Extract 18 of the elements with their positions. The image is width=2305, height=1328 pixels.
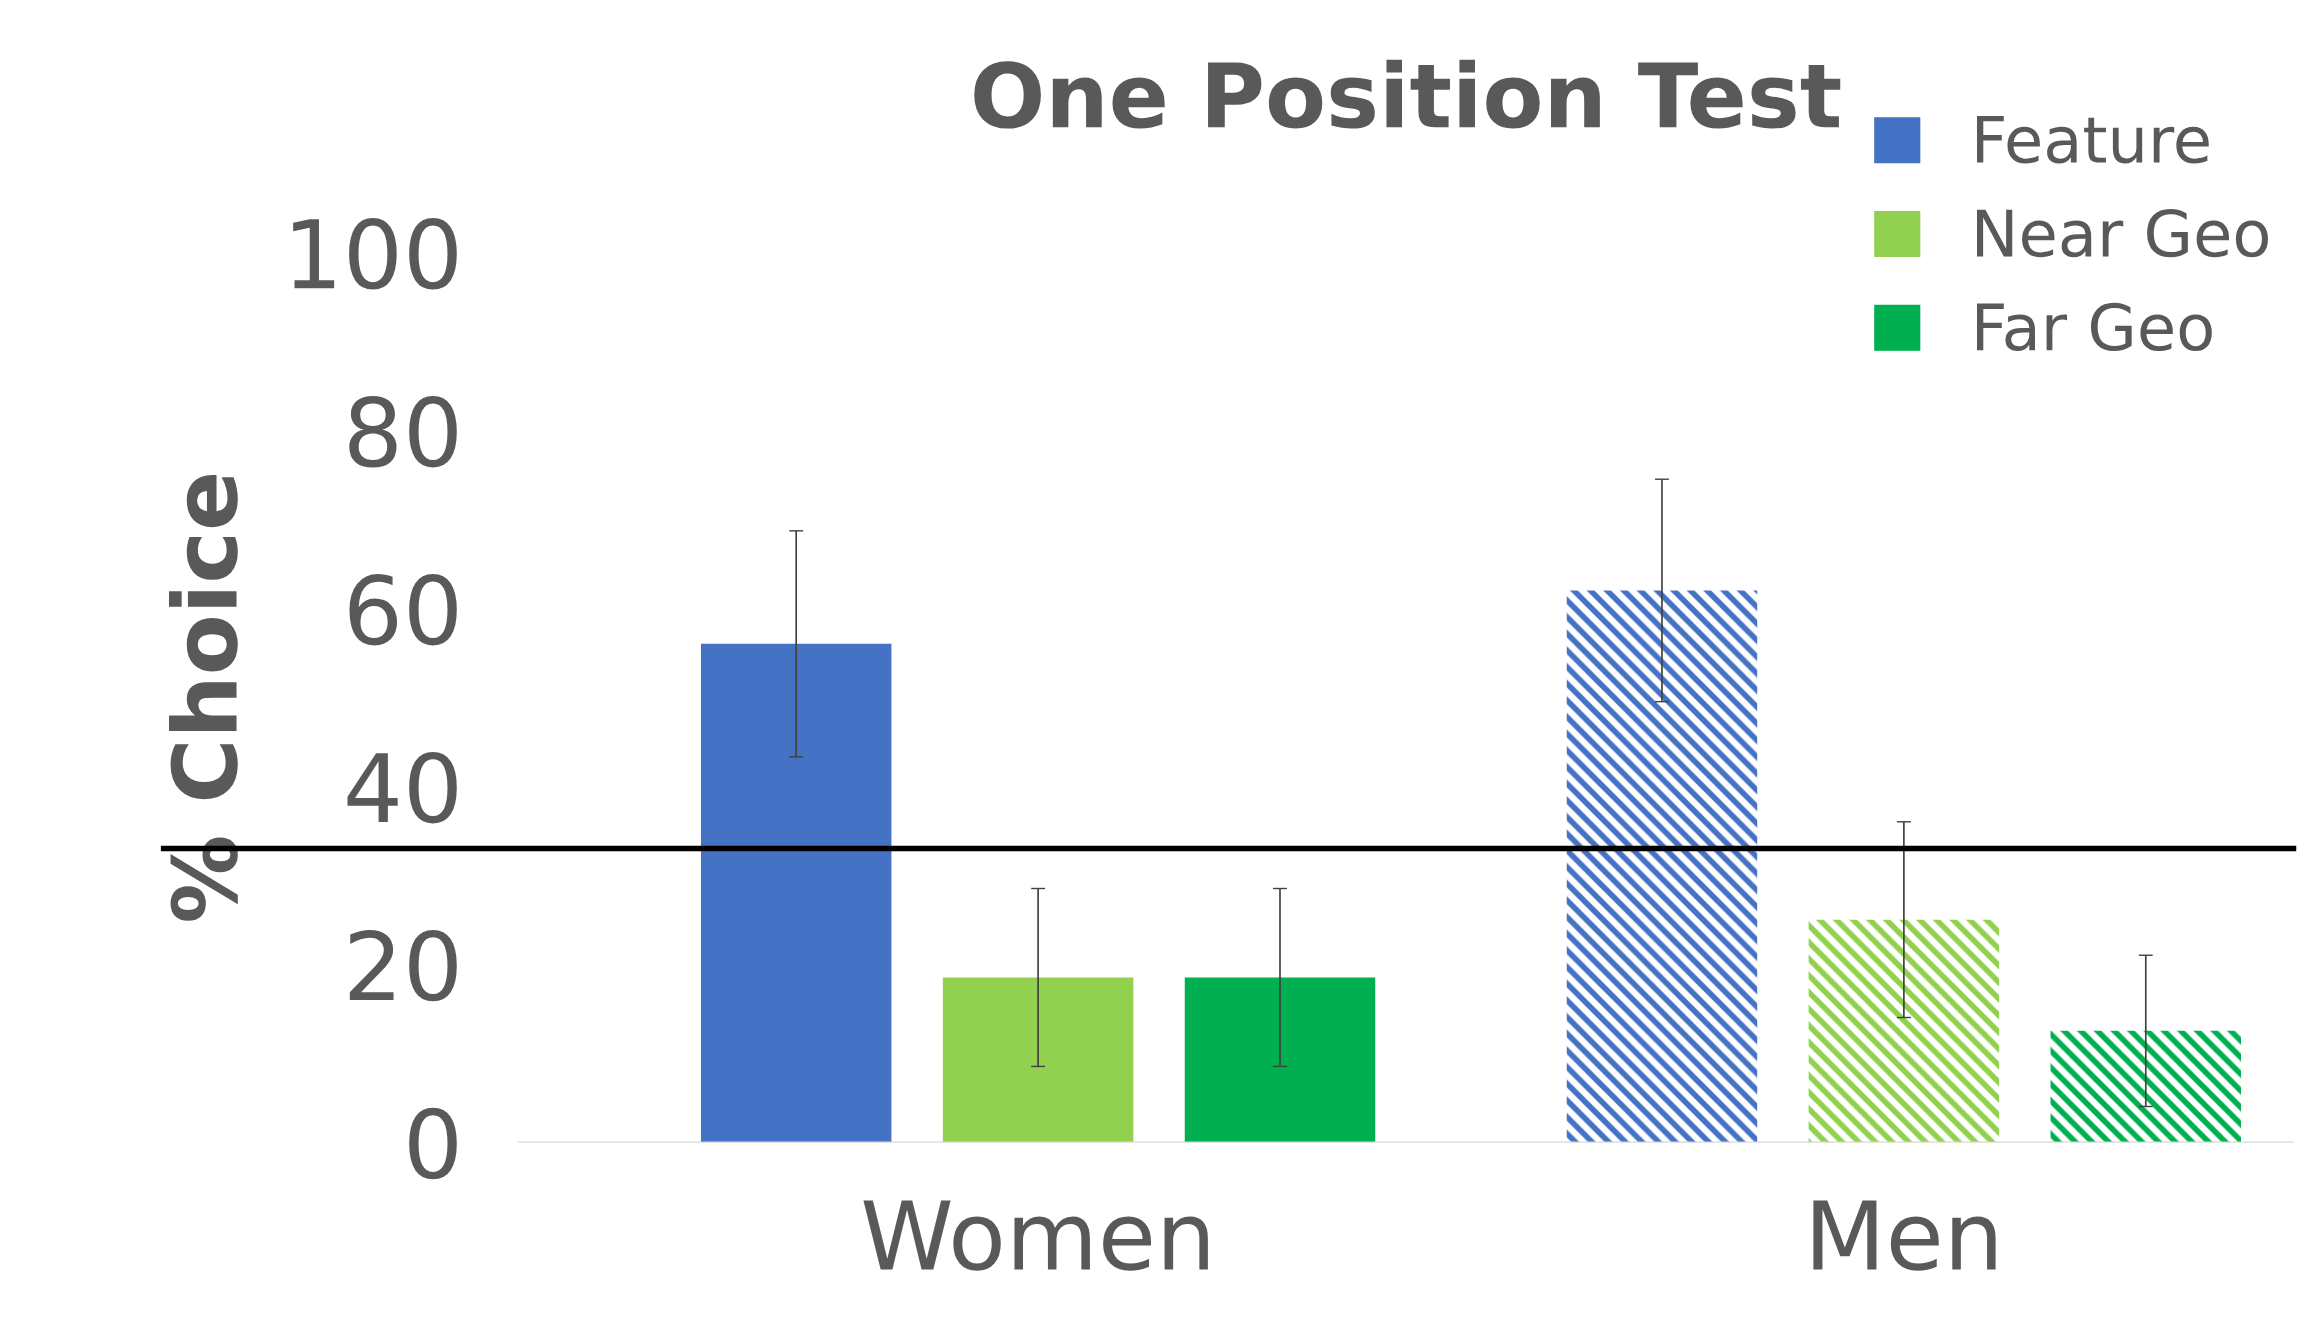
y-tick-label: 80 [349,396,457,468]
bar [1566,590,1758,1143]
legend-label: Near Geo [1977,208,2268,258]
bar [1808,919,2000,1143]
legend-label: Feature [1977,116,2209,164]
x-tick-label: Women [863,1200,1208,1271]
x-tick-label: Men [1813,1200,1996,1271]
bar [1184,977,1376,1143]
y-tick-label: 40 [347,751,457,824]
chart-title: One Position Test [974,59,1841,129]
y-tick-label: 60 [349,574,457,646]
legend-label: Far Geo [1977,302,2212,352]
y-tick-label: 0 [409,1107,457,1180]
y-tick-label: 20 [349,929,457,1002]
y-tick-label: 100 [293,218,457,290]
bar [2050,1030,2242,1143]
bar [700,643,892,1143]
bar [942,977,1134,1143]
